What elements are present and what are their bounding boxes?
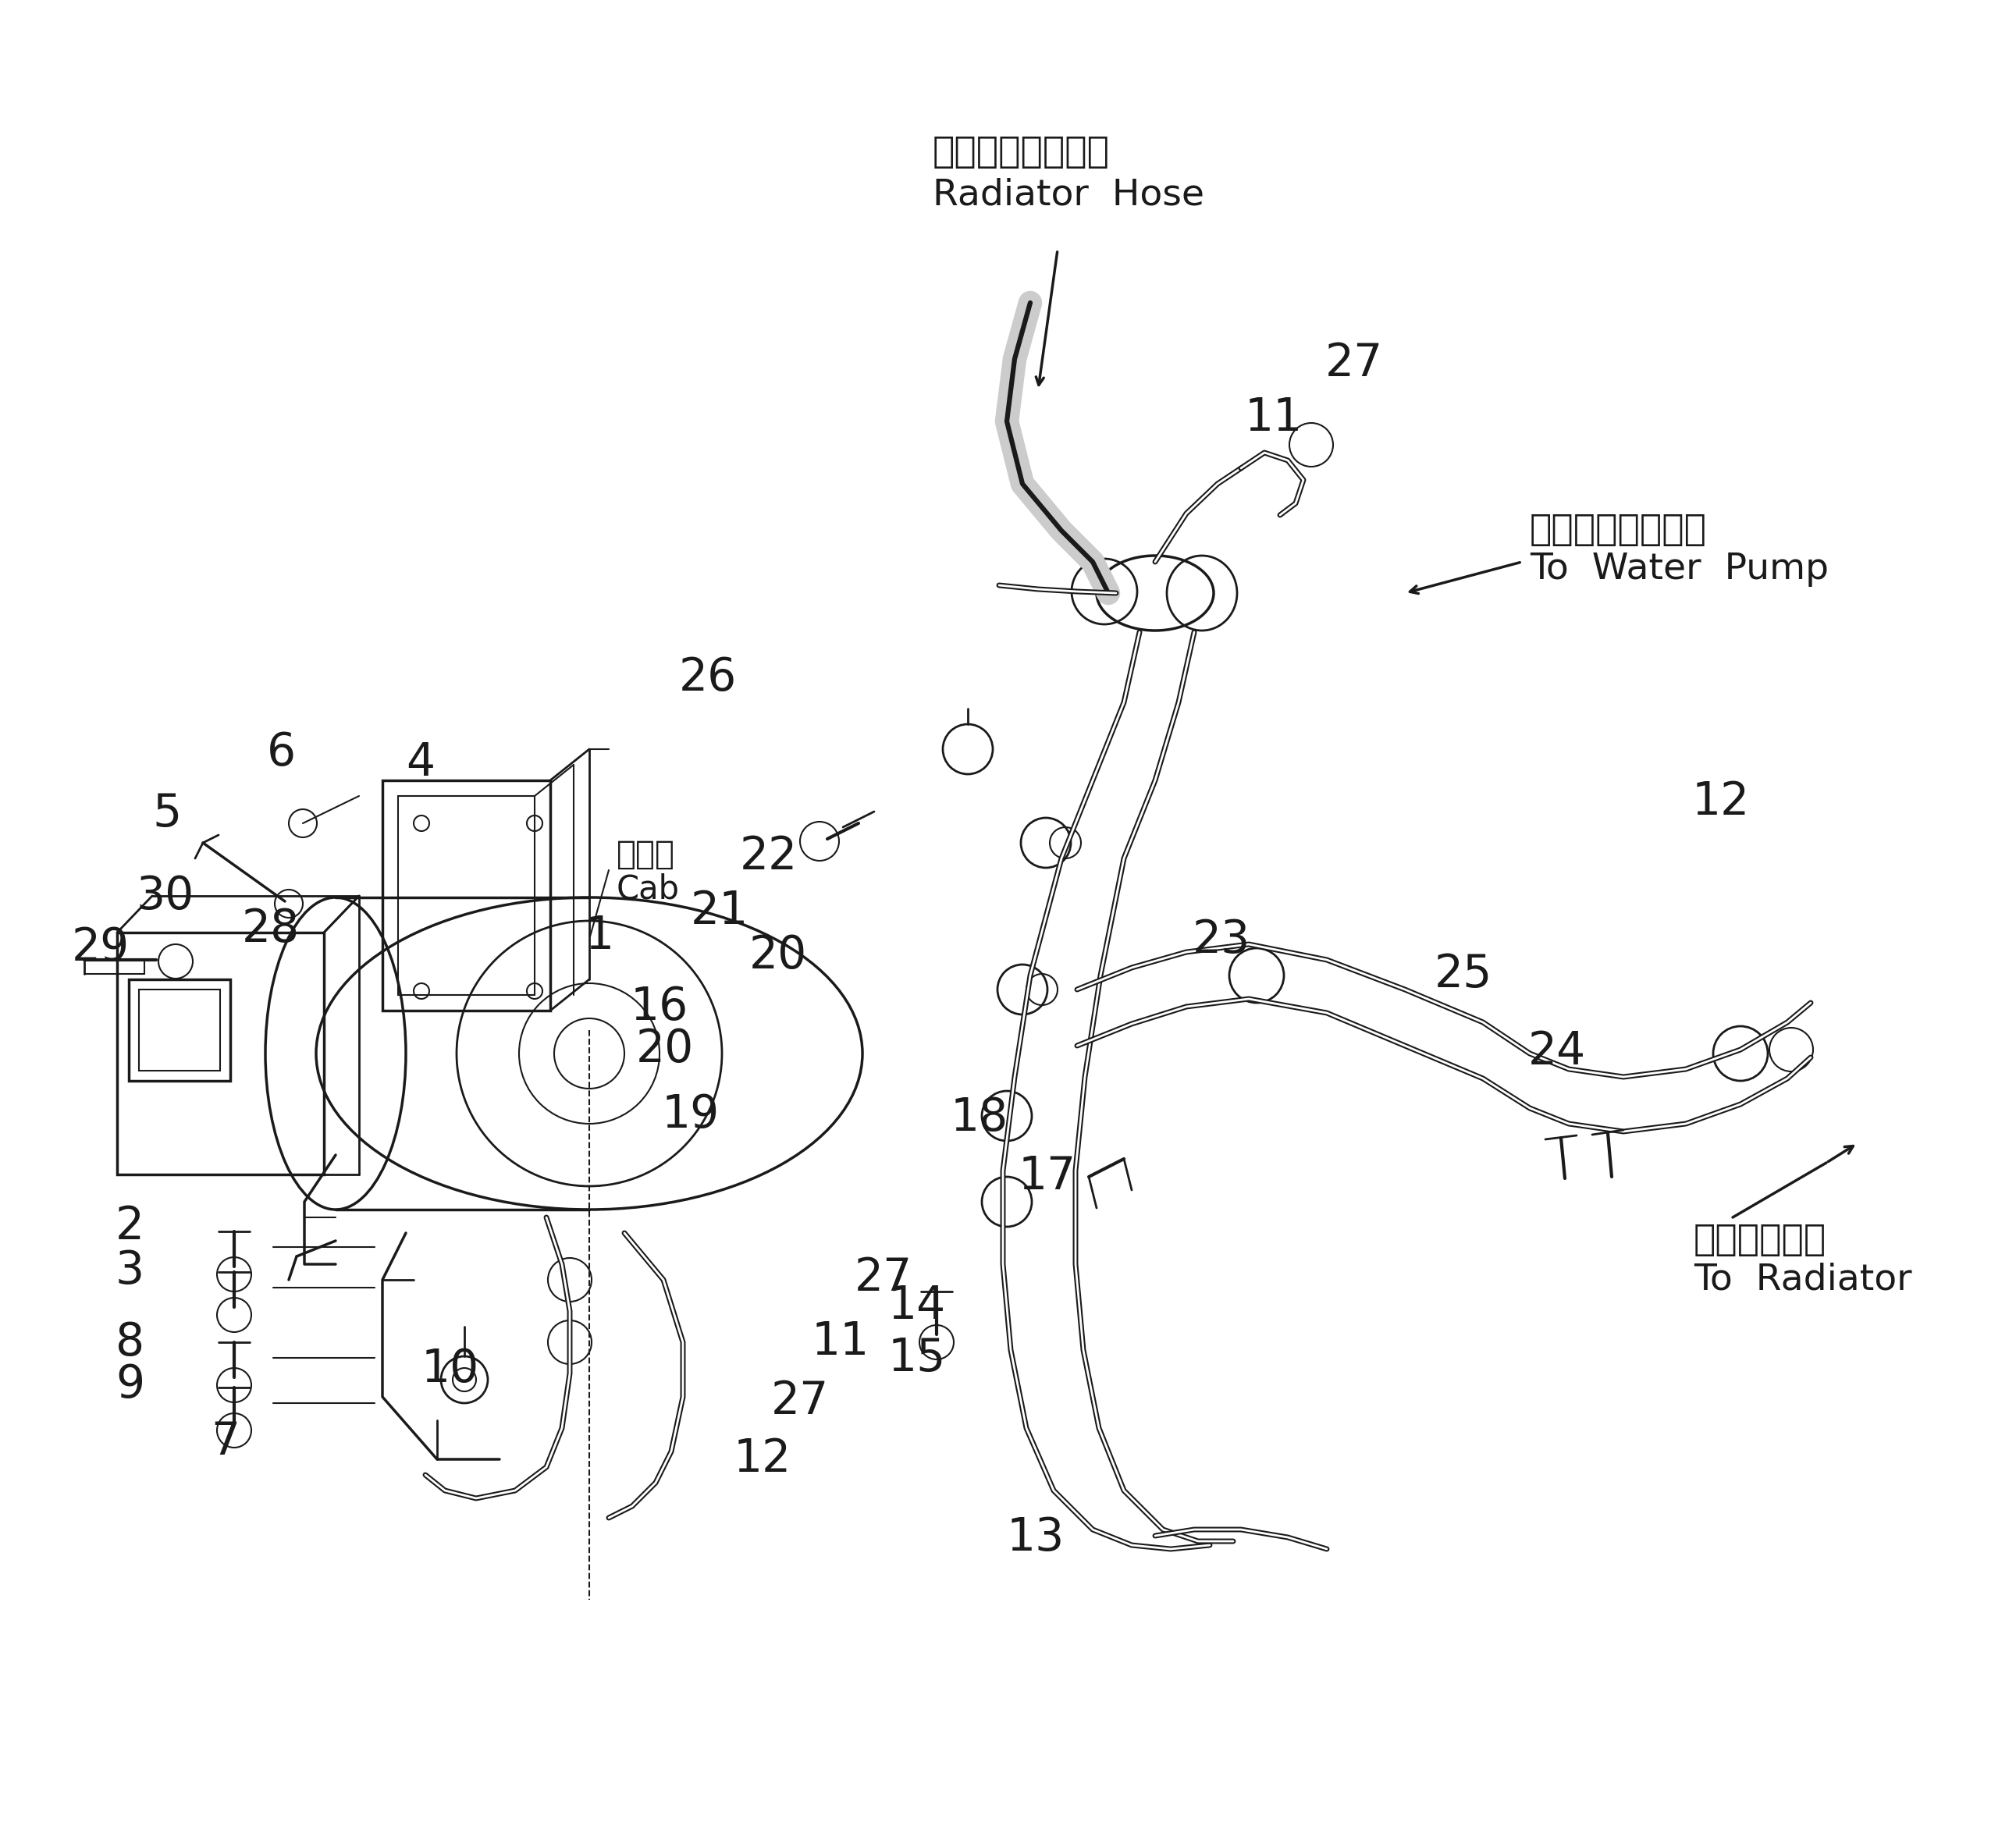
Text: To  Radiator: To Radiator [1693,1262,1911,1297]
Text: 15: 15 [889,1335,946,1380]
Text: 22: 22 [740,834,798,880]
Text: 12: 12 [734,1437,792,1481]
Text: 26: 26 [679,656,738,700]
Text: 9: 9 [115,1363,145,1407]
Bar [139,990,220,1071]
Text: 25: 25 [1435,952,1492,996]
Text: 24: 24 [1528,1031,1587,1075]
Text: 11: 11 [812,1321,869,1365]
Text: To  Water  Pump: To Water Pump [1530,553,1829,588]
Text: 1: 1 [585,915,615,959]
Text: 29: 29 [73,926,129,970]
Text: 5: 5 [151,792,181,836]
Text: 20: 20 [750,933,806,977]
Bar [117,933,325,1174]
Text: 17: 17 [1018,1155,1077,1200]
Bar [397,795,534,996]
Text: ラジエータホース: ラジエータホース [933,134,1111,169]
Text: 19: 19 [661,1093,720,1137]
Text: 28: 28 [242,906,300,952]
Text: 11: 11 [1244,395,1302,439]
Text: 13: 13 [1006,1516,1064,1560]
Text: ウォータポンプヘ: ウォータポンプヘ [1530,513,1708,547]
Text: 12: 12 [1691,781,1750,825]
Text: 27: 27 [1325,340,1383,386]
Text: Radiator  Hose: Radiator Hose [933,178,1204,213]
Text: 7: 7 [212,1420,240,1464]
Text: 10: 10 [421,1347,480,1392]
Text: 27: 27 [855,1257,913,1301]
Text: ラジエータヘ: ラジエータヘ [1693,1223,1826,1258]
Text: 6: 6 [266,731,296,775]
Text: 23: 23 [1193,918,1250,963]
Text: 18: 18 [952,1095,1008,1139]
Text: 30: 30 [137,874,194,918]
Text: キャブ: キャブ [617,838,675,871]
Text: 2: 2 [115,1205,145,1249]
Text: 3: 3 [115,1247,145,1293]
Text: 27: 27 [772,1378,829,1424]
Text: 4: 4 [405,740,435,786]
Text: 21: 21 [691,889,748,933]
Bar [129,979,230,1080]
Text: 8: 8 [115,1321,145,1365]
Text: Cab: Cab [617,873,679,906]
Text: 16: 16 [631,985,689,1029]
Bar [383,781,550,1010]
Text: 20: 20 [637,1027,694,1071]
Text: 14: 14 [889,1284,946,1328]
